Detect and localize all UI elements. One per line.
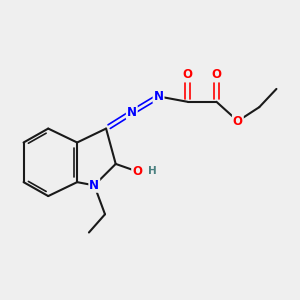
Text: N: N — [127, 106, 137, 119]
Text: O: O — [212, 68, 221, 82]
Text: N: N — [154, 90, 164, 103]
Text: O: O — [182, 68, 193, 82]
Text: N: N — [89, 179, 99, 192]
Text: H: H — [148, 167, 157, 176]
Text: O: O — [132, 165, 142, 178]
Text: O: O — [233, 115, 243, 128]
